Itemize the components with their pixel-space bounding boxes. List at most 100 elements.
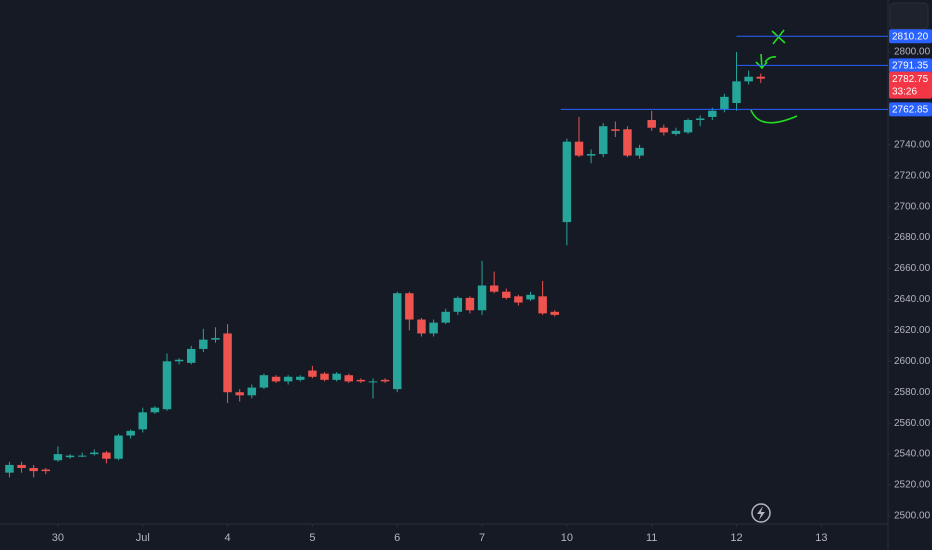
candle-body [720,96,729,110]
price-label: 2791.35 [892,60,929,71]
candle-body [77,455,87,457]
candle-body [574,141,584,156]
logo [751,503,771,523]
candle-body [405,293,414,320]
y-tick-label: 2800.00 [894,47,931,58]
candle-body [271,376,281,382]
candle-body [647,120,656,128]
candle-body [174,359,184,362]
candle-body [550,311,559,315]
price-label-box [889,102,932,117]
y-tick-label: 2600.00 [894,356,931,367]
candle-body [368,381,378,383]
candle-body [186,348,196,363]
candle-body [756,76,766,79]
candle-body [477,285,487,311]
y-tick-label: 2720.00 [894,170,931,181]
candle-body [344,375,353,382]
price-label-box [889,29,932,44]
x-tick-label: 5 [309,532,315,544]
x-tick-label: 13 [815,532,827,544]
candle-body [5,464,14,473]
x-tick-label: 11 [646,532,657,544]
candle-body [126,430,135,436]
x-tick-label: 10 [561,532,573,544]
candle-body [296,376,305,380]
candle-body [695,118,705,121]
y-tick-label: 2740.00 [894,139,931,150]
candle-body [223,333,232,393]
y-tick-label: 2660.00 [894,263,931,274]
candle-body [744,76,753,82]
candle-body [465,297,475,311]
x-tick-label: 12 [730,532,742,544]
candle-body [453,297,463,312]
candle-body [708,110,717,117]
candle-body [162,361,172,410]
candle-body [199,339,208,349]
candle-body [732,81,741,104]
price-label: 2810.20 [892,31,929,42]
candle-body [259,375,269,388]
x-tick-label: 6 [394,532,400,544]
candle-body [53,454,63,461]
candle-body [441,311,450,323]
candle-body [683,120,693,133]
candle-body [417,319,426,334]
x-tick-label: 7 [479,532,485,544]
candle-body [356,379,366,382]
candle-body [102,452,111,459]
candle-body [623,129,632,156]
hand-drawing [750,29,798,124]
y-tick-label: 2540.00 [894,449,931,460]
candle-body [611,129,620,131]
candle-body [114,435,123,459]
candle-body [392,293,402,390]
candle-body [41,469,51,472]
candle-body [586,154,596,156]
price-label-box [889,58,932,73]
candle-body [429,322,438,334]
last-price-box [889,71,932,99]
candle-body [283,376,293,382]
y-tick-label: 2580.00 [894,387,931,398]
x-tick-label: 30 [52,532,64,544]
y-tick-label: 2620.00 [894,325,931,336]
candle-body [489,285,499,292]
candle-body [671,130,681,134]
candle-body [308,370,317,377]
candle-body [247,387,257,396]
y-tick-label: 2640.00 [894,294,931,305]
candle-body [502,291,511,298]
candle-body [526,294,535,300]
candle-body [380,379,390,382]
candle-body [65,455,75,458]
candle-body [538,296,547,314]
y-tick-label: 2500.00 [894,511,931,522]
candle-body [514,296,523,303]
candle-body [320,373,329,380]
candle-body [635,147,644,156]
x-tick-label: Jul [136,532,150,544]
candle-body [598,126,608,155]
settings-button[interactable] [889,2,929,30]
y-tick-label: 2700.00 [894,201,931,212]
y-tick-label: 2520.00 [894,480,931,491]
candle-body [17,464,26,469]
candle-body [29,468,38,472]
x-tick-label: 4 [225,532,231,544]
price-label: 2762.85 [892,105,929,116]
candle-body [659,127,669,133]
countdown: 33:26 [892,86,917,97]
candle-body [235,392,244,396]
y-tick-label: 2680.00 [894,232,931,243]
candle-body [90,452,99,455]
candle-body [150,407,160,413]
candle-body [562,141,572,223]
candle-body [332,373,341,380]
last-price-label: 2782.75 [892,74,929,85]
candle-body [138,412,147,430]
y-tick-label: 2560.00 [894,418,931,429]
